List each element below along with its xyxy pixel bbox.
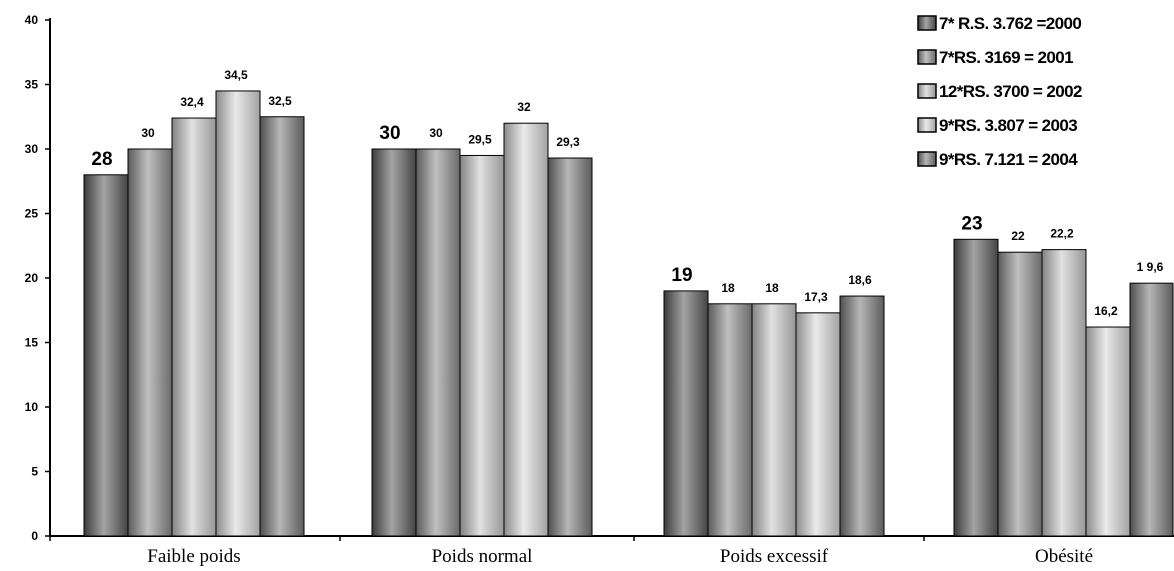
y-tick-label: 15	[25, 336, 39, 350]
data-label: 23	[961, 213, 982, 234]
legend-swatch	[917, 83, 937, 99]
bar	[997, 251, 1043, 537]
y-tick-label: 20	[25, 271, 39, 285]
y-tick-label: 30	[25, 142, 39, 156]
bar	[371, 148, 417, 537]
chart-data-labels: 28 30 32,4 34,5 32,5 30 30 29,5 32 29,3 19 18 18 17,3…	[91, 68, 1163, 318]
data-label: 16,2	[1094, 304, 1118, 318]
y-tick-label: 25	[25, 207, 39, 221]
data-label: 30	[429, 126, 443, 140]
data-label: 18	[765, 281, 779, 295]
bar	[751, 303, 797, 537]
bar	[171, 117, 217, 537]
data-label: 18	[721, 281, 735, 295]
bar	[259, 116, 305, 537]
data-label: 1 9,6	[1137, 260, 1164, 274]
x-category-label: Faible poids	[147, 546, 240, 567]
data-label: 32,4	[180, 95, 204, 109]
bar	[953, 238, 999, 537]
bar	[1129, 282, 1174, 537]
legend-swatch	[917, 49, 937, 65]
y-tick-label: 10	[25, 400, 39, 414]
y-tick-label: 35	[25, 78, 39, 92]
x-category-label: Poids excessif	[720, 546, 829, 567]
data-label: 34,5	[224, 68, 248, 82]
bar	[663, 290, 709, 537]
data-label: 29,5	[468, 132, 492, 146]
bar	[83, 174, 129, 537]
data-label: 17,3	[804, 290, 828, 304]
legend-label: 7* R.S. 3.762 =2000	[939, 14, 1081, 33]
bar	[215, 90, 261, 537]
bar	[1041, 249, 1087, 537]
legend-label: 9*RS. 3.807 = 2003	[939, 116, 1077, 135]
bar	[415, 148, 461, 537]
bar	[547, 157, 593, 537]
bar	[1085, 326, 1131, 537]
bar	[707, 303, 753, 537]
data-label: 32	[517, 100, 531, 114]
x-category-label: Poids normal	[432, 546, 533, 567]
legend-label: 9*RS. 7.121 = 2004	[939, 150, 1078, 169]
data-label: 29,3	[556, 135, 580, 149]
legend-swatch	[917, 117, 937, 133]
chart-bars	[83, 90, 1174, 537]
data-label: 22,2	[1050, 227, 1074, 241]
bar	[839, 295, 885, 537]
bar	[459, 154, 505, 537]
legend-label: 7*RS. 3169 = 2001	[939, 48, 1073, 67]
y-tick-label: 40	[25, 13, 39, 27]
bar	[795, 312, 841, 537]
data-label: 30	[141, 126, 155, 140]
bar	[503, 122, 549, 537]
data-label: 32,5	[268, 94, 292, 108]
legend-swatch	[917, 151, 937, 167]
data-label: 19	[671, 265, 692, 286]
y-tick-label: 5	[31, 465, 38, 479]
data-label: 18,6	[848, 273, 872, 287]
bar	[127, 148, 173, 537]
legend-label: 12*RS. 3700 = 2002	[939, 82, 1082, 101]
legend-swatch	[917, 15, 937, 31]
y-tick-label: 0	[31, 529, 38, 543]
data-label: 22	[1011, 229, 1025, 243]
data-label: 28	[91, 149, 112, 170]
chart-legend: 7* R.S. 3.762 =2000 7*RS. 3169 = 2001 12*R…	[917, 14, 1083, 169]
data-label: 30	[379, 123, 400, 144]
x-category-label: Obésité	[1035, 546, 1093, 567]
